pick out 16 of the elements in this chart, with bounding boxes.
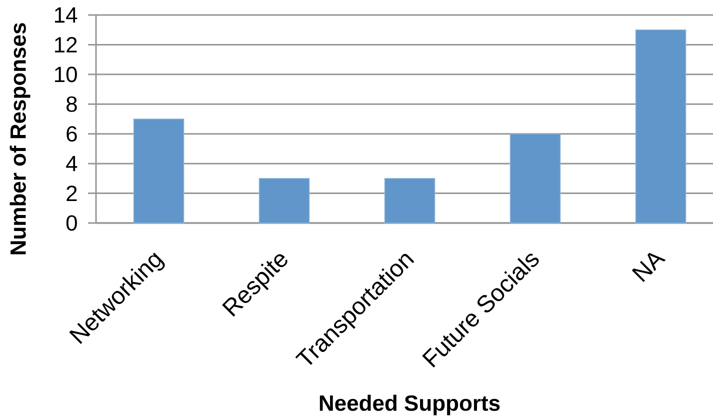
- y-tick-label: 14: [55, 7, 78, 23]
- y-tick-label: 10: [55, 66, 77, 82]
- y-tick-label: 8: [66, 96, 77, 112]
- y-tick-label: 4: [66, 156, 78, 172]
- y-axis-title: Number of Responses: [10, 23, 30, 254]
- y-tick-label: 6: [66, 126, 77, 142]
- bar: [133, 118, 184, 224]
- y-tick-label: 0: [66, 215, 77, 231]
- bar: [510, 133, 561, 224]
- bar: [635, 29, 686, 224]
- y-tick-label: 12: [55, 37, 77, 52]
- bar: [384, 178, 436, 224]
- x-tick-label: NA: [632, 252, 666, 282]
- y-tick-label: 2: [66, 186, 77, 201]
- bar: [258, 178, 310, 224]
- x-axis-title: Needed Supports: [320, 394, 500, 416]
